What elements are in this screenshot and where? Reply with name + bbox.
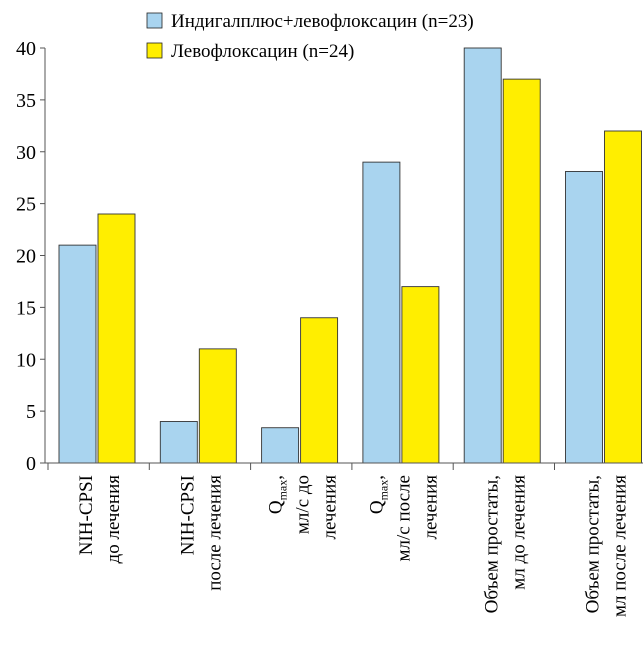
x-category-line: мл/с после bbox=[394, 475, 415, 561]
bar-combo-3 bbox=[261, 427, 300, 464]
y-tick-label: 35 bbox=[16, 90, 36, 112]
y-tick-label: 0 bbox=[26, 453, 36, 475]
y-axis: 0 5 10 15 20 25 30 35 40 bbox=[16, 38, 46, 475]
y-tick-label: 40 bbox=[16, 38, 36, 60]
x-category-label-6: Объем простаты, мл после лечения bbox=[583, 475, 631, 617]
x-category-label-2: NIH-CPSI после лечения bbox=[177, 475, 225, 591]
x-category-label-5: Объем простаты, мл до лечения bbox=[481, 475, 529, 614]
legend-label-1: Индигалплюс+левофлоксацин (n=23) bbox=[171, 11, 474, 32]
bar-levo-5 bbox=[502, 78, 541, 464]
x-category-label-1: NIH-CPSI до лечения bbox=[76, 475, 124, 564]
x-axis: NIH-CPSI до лечения NIH-CPSI после лечения Q… bbox=[45, 462, 643, 617]
x-category-line: Qmax, bbox=[367, 475, 391, 514]
bar-levo-2 bbox=[198, 348, 237, 464]
y-tick-label: 20 bbox=[16, 246, 36, 268]
bar-levo-4 bbox=[401, 286, 440, 464]
x-category-line: мл/с до bbox=[292, 475, 313, 534]
y-tick-label: 25 bbox=[16, 194, 36, 216]
x-category-label-3: Qmax, мл/с до лечения bbox=[265, 475, 340, 540]
bar-levo-3 bbox=[300, 317, 339, 464]
x-category-line: мл до лечения bbox=[508, 475, 529, 590]
y-tick-label: 5 bbox=[26, 401, 36, 423]
bar-combo-1 bbox=[58, 244, 97, 464]
bar-levo-6 bbox=[604, 130, 642, 464]
y-tick-label: 10 bbox=[16, 349, 36, 371]
x-category-line: Qmax, bbox=[265, 475, 289, 514]
x-category-label-4: Qmax, мл/с после лечения bbox=[367, 475, 442, 562]
x-category-line: до лечения bbox=[103, 475, 124, 564]
x-category-line: после лечения bbox=[204, 475, 225, 591]
legend-swatch-1 bbox=[146, 12, 163, 29]
bar-levo-1 bbox=[97, 213, 136, 464]
bar-combo-6 bbox=[565, 171, 603, 464]
x-category-line: Объем простаты, bbox=[583, 475, 604, 613]
bar-combo-5 bbox=[463, 47, 502, 464]
bar-combo-4 bbox=[362, 161, 401, 464]
bars bbox=[58, 47, 642, 464]
legend-swatch-2 bbox=[146, 42, 163, 59]
x-category-line: лечения bbox=[421, 475, 442, 540]
legend-label-2: Левофлоксацин (n=24) bbox=[171, 41, 354, 62]
x-category-line: NIH-CPSI bbox=[76, 475, 97, 555]
x-category-line: лечения bbox=[319, 475, 340, 540]
x-category-line: NIH-CPSI bbox=[177, 475, 198, 555]
y-tick-label: 15 bbox=[16, 297, 36, 319]
x-category-line: Объем простаты, bbox=[481, 475, 502, 613]
legend: Индигалплюс+левофлоксацин (n=23) Левофлок… bbox=[146, 11, 474, 62]
x-category-line: мл после лечения bbox=[610, 475, 631, 617]
bar-combo-2 bbox=[159, 421, 198, 464]
y-tick-label: 30 bbox=[16, 142, 36, 164]
